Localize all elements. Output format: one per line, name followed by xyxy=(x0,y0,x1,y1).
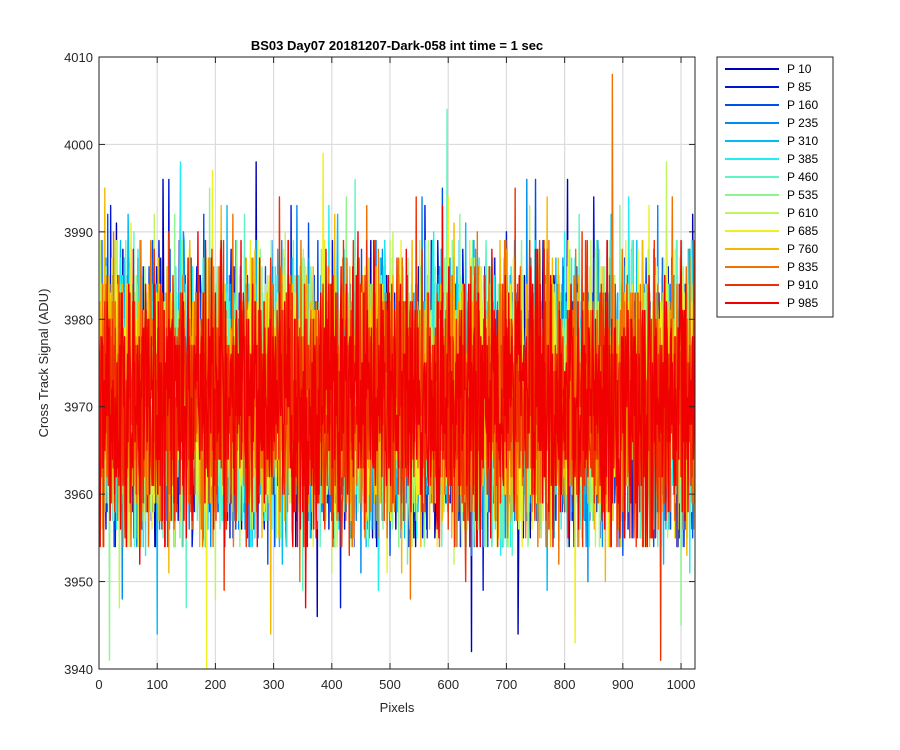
x-tick-label: 1000 xyxy=(667,677,696,692)
y-tick-label: 4000 xyxy=(64,137,93,152)
plot-frame xyxy=(98,56,696,670)
legend-entry: P 160 xyxy=(787,98,818,112)
x-tick-label: 300 xyxy=(263,677,285,692)
legend-entry: P 460 xyxy=(787,170,818,184)
legend-entry: P 535 xyxy=(787,188,818,202)
legend-entry: P 385 xyxy=(787,152,818,166)
y-tick-label: 3940 xyxy=(64,662,93,677)
series-line-p985 xyxy=(99,204,695,609)
y-tick-label: 3980 xyxy=(64,312,93,327)
x-axis-label: Pixels xyxy=(380,700,415,715)
y-tick-label: 3970 xyxy=(64,400,93,415)
x-tick-label: 600 xyxy=(437,677,459,692)
x-tick-label: 800 xyxy=(554,677,576,692)
legend-entry: P 760 xyxy=(787,242,818,256)
legend-entry: P 310 xyxy=(787,134,818,148)
legend-entry: P 685 xyxy=(787,224,818,238)
ticks: 0 100 200 300 400 500 600 700 800 900 1000 3940 3950… xyxy=(64,50,695,692)
x-tick-label: 400 xyxy=(321,677,343,692)
legend-entry: P 235 xyxy=(787,116,818,130)
x-tick-label: 500 xyxy=(379,677,401,692)
legend-entry: P 610 xyxy=(787,206,818,220)
legend: P 10 P 85 P 160 P 235 P 310 P 385 P 460 P 535 P … xyxy=(716,56,834,318)
x-tick-label: 700 xyxy=(496,677,518,692)
y-tick-label: 3990 xyxy=(64,225,93,240)
y-tick-label: 4010 xyxy=(64,50,93,65)
x-tick-label: 0 xyxy=(95,677,102,692)
x-tick-label: 900 xyxy=(612,677,634,692)
y-axis-label: Cross Track Signal (ADU) xyxy=(36,289,51,438)
series-group xyxy=(99,73,695,669)
chart-title: BS03 Day07 20181207-Dark-058 int time = … xyxy=(251,38,543,53)
legend-entry: P 85 xyxy=(787,80,812,94)
legend-entry: P 10 xyxy=(787,62,812,76)
legend-entry: P 835 xyxy=(787,260,818,274)
x-tick-label: 200 xyxy=(205,677,227,692)
legend-entry: P 985 xyxy=(787,296,818,310)
y-tick-label: 3950 xyxy=(64,575,93,590)
y-tick-label: 3960 xyxy=(64,487,93,502)
x-tick-label: 100 xyxy=(146,677,168,692)
legend-entry: P 910 xyxy=(787,278,818,292)
legend-box xyxy=(716,56,834,318)
